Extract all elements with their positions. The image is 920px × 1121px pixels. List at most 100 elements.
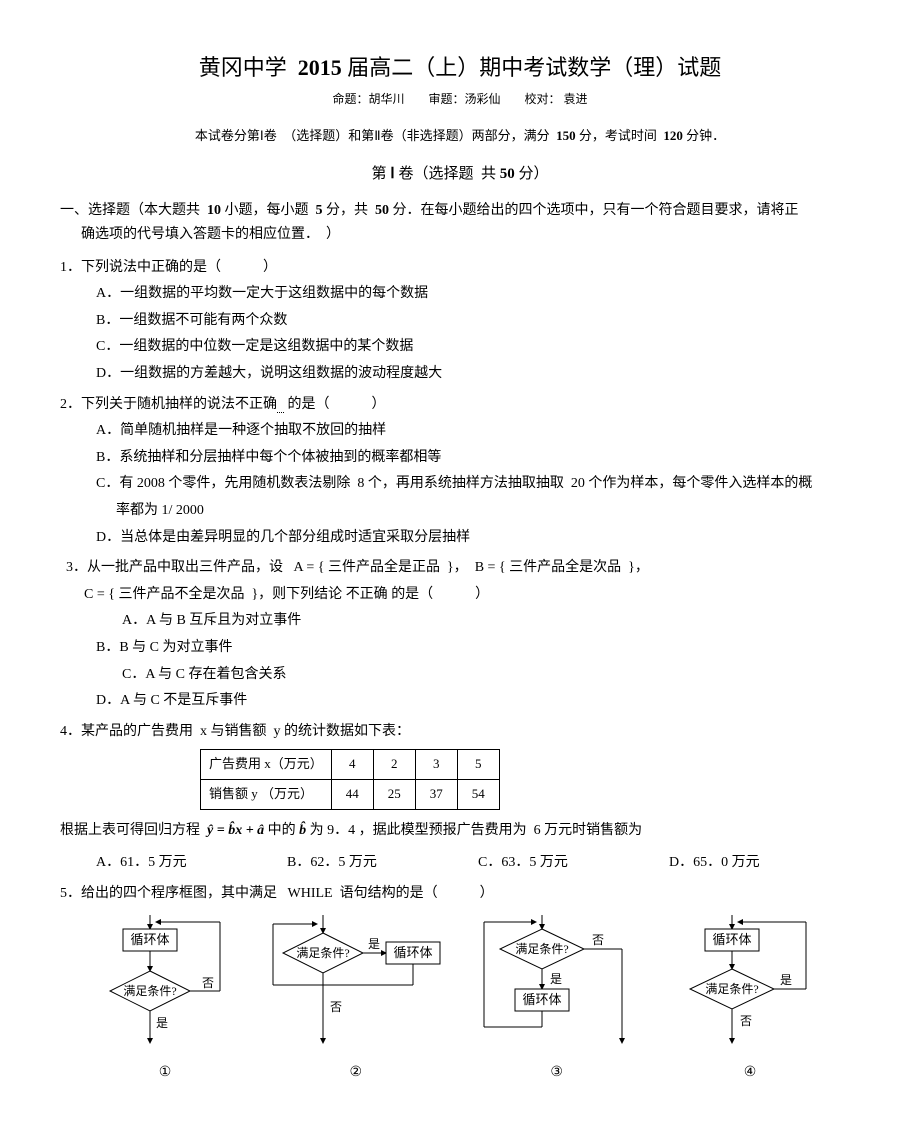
q4t-e: 为 <box>310 823 324 838</box>
q1-opt-b: B．一组数据不可能有两个众数 <box>96 308 860 335</box>
flowchart-2: 满足条件? 是 循环体 否 ② <box>268 915 443 1086</box>
info-t4: 分钟． <box>686 128 725 143</box>
sec-b: Ⅰ <box>390 166 394 182</box>
q3-d: }， <box>447 560 468 575</box>
subtitle-a-name: 胡华川 <box>368 92 404 106</box>
q2-opt-c: C．有 2008 个零件，先用随机数表法剔除 8 个，再用系统抽样方法抽取抽取 … <box>96 471 860 498</box>
info-t2: （选择题）和第Ⅱ卷（非选择题）两部分，满分 <box>283 128 549 143</box>
q2-opt-c-line2: 率都为 1/ 2000 <box>116 498 860 525</box>
svg-text:满足条件?: 满足条件? <box>705 982 758 996</box>
q4-r1v2: 2 <box>373 750 415 780</box>
q4-opt-c: C．63．5 万元 <box>478 850 669 877</box>
svg-text:是: 是 <box>156 1016 168 1030</box>
q2c-e: 个，再用系统抽样方法抽取抽取 <box>368 476 564 491</box>
page-title: 黄冈中学 2015 届高二（上）期中考试数学（理）试题 <box>60 50 860 82</box>
q4t-h: 6 <box>534 823 541 838</box>
q4-d: y <box>274 724 281 739</box>
q3-2c: }，则下列结论 <box>251 587 342 602</box>
exam-info: 本试卷分第Ⅰ卷 （选择题）和第Ⅱ卷（非选择题）两部分，满分 150 分，考试时间… <box>60 125 860 144</box>
q4t-f: 9．4 <box>327 823 355 838</box>
q4-stem: 4．某产品的广告费用 x 与销售额 y 的统计数据如下表： <box>60 719 860 746</box>
q4-r1h: 广告费用 x（万元） <box>201 750 332 780</box>
svg-text:循环体: 循环体 <box>130 932 169 947</box>
flowcharts: 循环体 满足条件? 否 是 ① <box>60 915 860 1086</box>
q4-opt-d: D．65．0 万元 <box>669 850 860 877</box>
fc-label-3: ③ <box>472 1060 642 1087</box>
instr-2: 确选项的代号填入答题卡的相应位置． <box>81 227 319 242</box>
q4-r1v1: 4 <box>331 750 373 780</box>
question-3: 3．从一批产品中取出三件产品，设 A = { 三件产品全是正品 }， B = {… <box>60 555 860 715</box>
flowchart-4-svg: 循环体 满足条件? 是 否 <box>670 915 830 1045</box>
svg-text:是: 是 <box>550 972 562 986</box>
q5-b: WHILE <box>288 886 333 901</box>
svg-text:满足条件?: 满足条件? <box>297 946 350 960</box>
instr-1b: 10 <box>207 203 221 218</box>
q2c-f: 20 <box>571 476 585 491</box>
q4-a: 4．某产品的广告费用 <box>60 724 193 739</box>
title-rest: 届高二（上）期中考试数学（理）试题 <box>347 55 721 80</box>
q4-b: x <box>200 724 207 739</box>
instr-1e: 分，共 <box>326 203 368 218</box>
sec-f: 分） <box>518 166 548 182</box>
q3-opt-d: D．A 与 C 不是互斥事件 <box>96 688 478 715</box>
q1-stem: 1．下列说法中正确的是（ ） <box>60 255 860 282</box>
instr-2b: ） <box>326 227 340 242</box>
sec-d: 共 <box>481 166 496 182</box>
q4t-c: 中的 <box>268 823 296 838</box>
q1-opt-a: A．一组数据的平均数一定大于这组数据中的每个数据 <box>96 281 860 308</box>
svg-text:循环体: 循环体 <box>522 992 561 1007</box>
instr-1c: 小题，每小题 <box>225 203 309 218</box>
q5-c: 语句结构的是（ ） <box>340 886 494 901</box>
flowchart-3-svg: 满足条件? 否 是 循环体 <box>472 915 642 1045</box>
q3-2d: 不正确 <box>346 587 388 602</box>
q4t-g: ，据此模型预报广告费用为 <box>359 823 527 838</box>
fc-label-2: ② <box>268 1060 443 1087</box>
question-5: 5．给出的四个程序框图，其中满足 WHILE 语句结构的是（ ） <box>60 881 860 1087</box>
q3-opt-a: A．A 与 B 互斥且为对立事件 <box>96 608 504 635</box>
q3-g: }， <box>628 560 649 575</box>
q2c-c: 个零件，先用随机数表法剔除 <box>168 476 350 491</box>
q5-stem: 5．给出的四个程序框图，其中满足 WHILE 语句结构的是（ ） <box>60 881 860 908</box>
q4-r2v3: 37 <box>415 779 457 809</box>
table-row: 销售额 y （万元） 44 25 37 54 <box>201 779 500 809</box>
svg-text:循环体: 循环体 <box>394 945 433 960</box>
q3-b: A = { <box>294 560 325 575</box>
svg-text:循环体: 循环体 <box>712 932 751 947</box>
instructions: 一、选择题（本大题共 10 小题，每小题 5 分，共 50 分．在每小题给出的四… <box>60 199 860 247</box>
q3-a: 3．从一批产品中取出三件产品，设 <box>66 560 283 575</box>
title-school: 黄冈中学 <box>199 55 287 80</box>
q2-stem: 2．下列关于随机抽样的说法不正确 的是（ ） <box>60 392 860 419</box>
sec-e: 50 <box>500 166 515 182</box>
q2c-rate: 1/ 2000 <box>162 503 204 518</box>
info-s2: 120 <box>663 128 683 143</box>
q3-2e: 的是（ ） <box>391 587 489 602</box>
q4-tail: 根据上表可得回归方程 ŷ = b̂x + â 中的 b̂ 为 9．4 ，据此模型… <box>60 818 860 845</box>
q4t-b: ŷ = b̂x + â <box>207 823 264 838</box>
svg-text:否: 否 <box>740 1014 752 1028</box>
q2c-a: C．有 <box>96 476 133 491</box>
flowchart-1: 循环体 满足条件? 否 是 ① <box>90 915 240 1086</box>
table-row: 广告费用 x（万元） 4 2 3 5 <box>201 750 500 780</box>
question-4: 4．某产品的广告费用 x 与销售额 y 的统计数据如下表： 广告费用 x（万元）… <box>60 719 860 877</box>
q2c-d: 8 <box>357 476 364 491</box>
q4-opt-a: A．61．5 万元 <box>96 850 287 877</box>
subtitle-b-name: 汤彩仙 <box>465 92 501 106</box>
q2c-l2: 率都为 <box>116 503 158 518</box>
flowchart-3: 满足条件? 否 是 循环体 ③ <box>472 915 642 1086</box>
q4-r2v4: 54 <box>457 779 499 809</box>
info-t3: 分，考试时间 <box>579 128 657 143</box>
q2-opt-b: B．系统抽样和分层抽样中每个个体被抽到的概率都相等 <box>96 445 860 472</box>
q3-2a: C = { <box>84 587 115 602</box>
svg-text:否: 否 <box>592 933 604 947</box>
svg-text:否: 否 <box>330 1000 342 1014</box>
subtitle-a-label: 命题： <box>332 92 368 106</box>
flowchart-2-svg: 满足条件? 是 循环体 否 <box>268 915 443 1045</box>
subtitle-c-label: 校对： <box>525 92 561 106</box>
section-title: 第 Ⅰ 卷（选择题 共 50 分） <box>60 162 860 183</box>
question-2: 2．下列关于随机抽样的说法不正确 的是（ ） A．简单随机抽样是一种逐个抽取不放… <box>60 392 860 552</box>
q3-stem2: C = { 三件产品不全是次品 }，则下列结论 不正确 的是（ ） <box>84 582 860 609</box>
q2-opt-a: A．简单随机抽样是一种逐个抽取不放回的抽样 <box>96 418 860 445</box>
instr-1d: 5 <box>316 203 323 218</box>
instr-1a: 一、选择题（本大题共 <box>60 203 200 218</box>
q2-opt-d: D．当总体是由差异明显的几个部分组成时适宜采取分层抽样 <box>96 525 860 552</box>
